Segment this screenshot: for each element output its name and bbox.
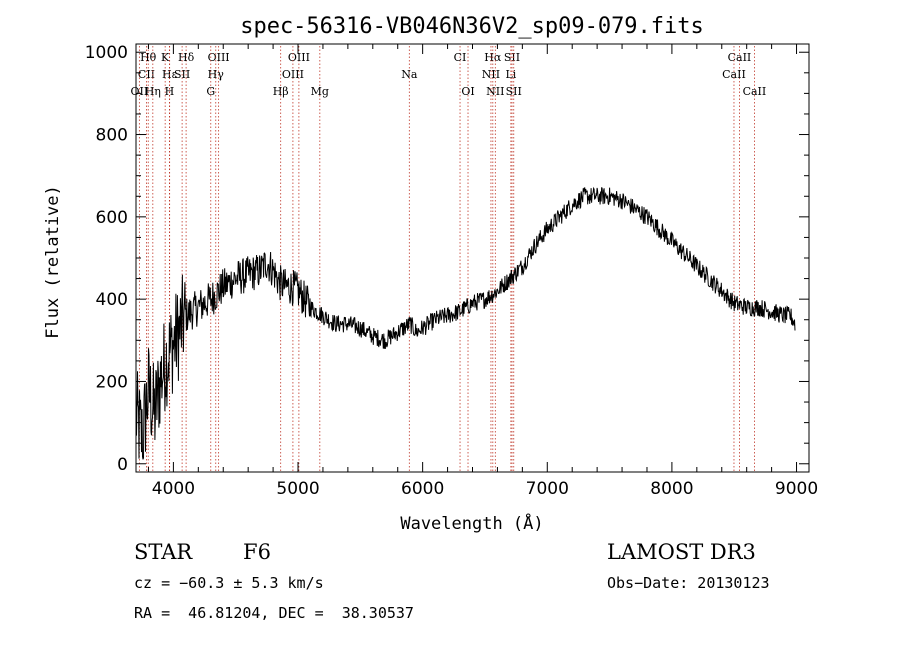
spectral-line-label: Li [505,68,516,81]
y-tick-label: 200 [96,372,128,392]
spectrum-series [135,186,796,460]
spectral-line-label: OI [461,85,474,98]
spectral-line-label: Hδ [178,51,195,64]
axis-ticks: 4000 5000 6000 7000 8000 9000 0 200 400 600 800 100… [85,43,818,499]
spectral-line-label: K [161,51,170,64]
spectral-line-label: CaII [743,85,767,98]
y-tick-label: 0 [117,455,128,475]
plot-frame [135,43,810,473]
spectrum-line [135,186,796,460]
spectral-line-label: OIII [208,51,230,64]
x-tick-label: 9000 [775,479,818,499]
spectral-line-label: CaII [722,68,746,81]
spectral-line-label: Hη [145,85,161,98]
redshift-info: cz = −60.3 ± 5.3 km/s [134,574,324,592]
spectral-line-label: Hθ [140,51,157,64]
spectral-line-label: Mg [311,85,329,98]
spectral-line-label: NII [482,68,500,81]
spectral-line-label: G [206,85,215,98]
spectral-line-label: OII [131,85,149,98]
obs-date: Obs−Date: 20130123 [607,574,770,592]
survey-name: LAMOST DR3 [607,540,756,564]
spectral-line-label: H [165,85,175,98]
y-tick-label: 600 [96,208,128,228]
spectral-line-label: Hγ [208,68,225,81]
spectral-line-label: NII [486,85,504,98]
y-tick-label: 400 [96,290,128,310]
spectral-line-label: CI [454,51,467,64]
coordinates: RA = 46.81204, DEC = 38.30537 [134,604,414,622]
x-tick-label: 5000 [276,479,319,499]
spectral-line-label: CII [138,68,155,81]
y-tick-label: 800 [96,126,128,146]
spectrum-chart: spec-56316-VB046N36V2_sp09-079.fits Wave… [43,14,818,534]
spectral-line-label: Hβ [273,85,289,98]
spectral-line-label: OIII [288,51,310,64]
object-subclass: F6 [243,540,271,564]
spectral-line-label: CaII [728,51,752,64]
x-tick-label: 7000 [526,479,569,499]
object-class: STAR [134,540,193,564]
spectral-line-label: SII [504,51,520,64]
spectral-line-label: OIII [282,68,304,81]
chart-title: spec-56316-VB046N36V2_sp09-079.fits [240,14,704,39]
x-axis-label: Wavelength (Å) [400,512,543,534]
y-tick-label: 1000 [85,43,128,63]
y-axis-label: Flux (relative) [43,185,63,339]
x-tick-label: 6000 [401,479,444,499]
spectral-line-label: SII [174,68,190,81]
spectral-line-label: SII [506,85,522,98]
x-tick-label: 4000 [152,479,195,499]
x-tick-label: 8000 [650,479,693,499]
spectral-line-label: Na [401,68,418,81]
spectral-line-label: Hα [484,51,502,64]
